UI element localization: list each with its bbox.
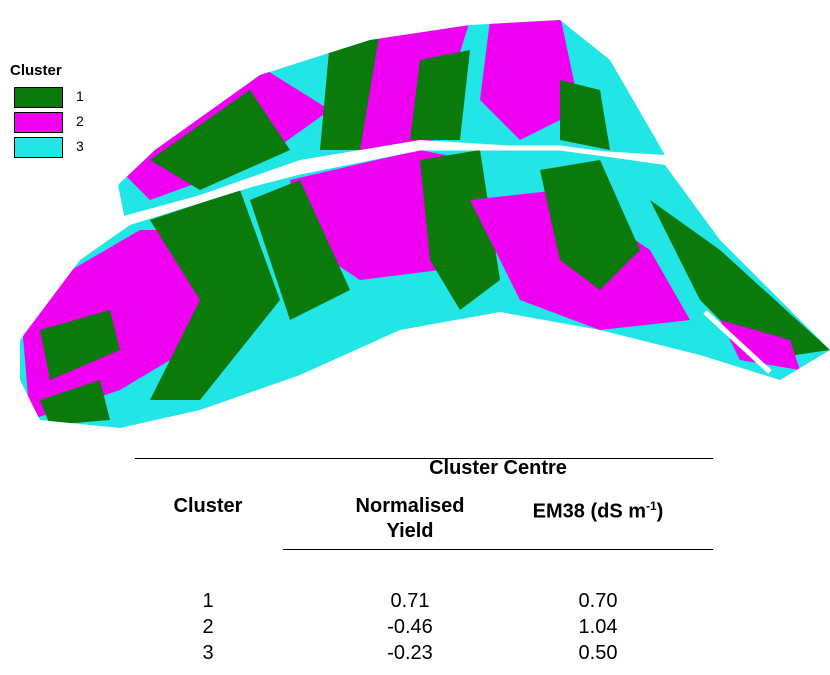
table-cell: 1 <box>202 589 213 614</box>
table-cell: -0.23 <box>387 641 433 666</box>
legend-label: 3 <box>76 138 84 154</box>
header-part: ) <box>657 501 664 523</box>
column-header: EM38 (dS m-1) <box>533 494 664 525</box>
table-rule <box>283 549 713 550</box>
table-cell: -0.46 <box>387 615 433 640</box>
table-cell: 0.70 <box>579 589 618 614</box>
table-cell: 3 <box>202 641 213 666</box>
legend-label: 2 <box>76 113 84 129</box>
group-header: Cluster Centre <box>429 456 567 481</box>
table-rule <box>135 458 713 459</box>
legend-title: Cluster <box>10 62 62 79</box>
header-part: EM38 (dS m <box>533 501 646 523</box>
legend-swatch <box>14 137 63 158</box>
header-sup: -1 <box>646 499 657 513</box>
column-header: Normalised Yield <box>335 494 485 544</box>
column-header: Cluster <box>174 494 243 519</box>
table-cell: 2 <box>202 615 213 640</box>
legend-swatch <box>14 112 63 133</box>
table-cell: 0.71 <box>391 589 430 614</box>
legend-swatch <box>14 87 63 108</box>
field-map <box>0 0 830 440</box>
page: Cluster 123 Cluster Centre Cluster Norma… <box>0 0 830 675</box>
table-cell: 0.50 <box>579 641 618 666</box>
legend-label: 1 <box>76 88 84 104</box>
table-cell: 1.04 <box>579 615 618 640</box>
